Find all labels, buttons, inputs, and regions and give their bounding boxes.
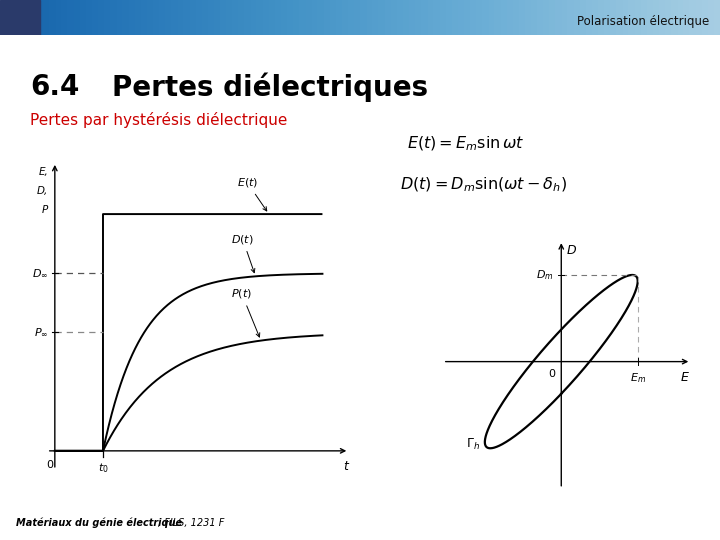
Text: $D(t) = D_m \sin(\omega t - \delta_h)$: $D(t) = D_m \sin(\omega t - \delta_h)$ — [400, 176, 567, 194]
Text: $E(t) = E_m \sin \omega t$: $E(t) = E_m \sin \omega t$ — [407, 135, 524, 153]
Text: $P_\infty$: $P_\infty$ — [34, 327, 48, 339]
Text: $D_m$: $D_m$ — [536, 268, 554, 282]
Text: $t_0$: $t_0$ — [98, 462, 109, 475]
Text: 0: 0 — [548, 368, 555, 379]
Text: $E_m$: $E_m$ — [630, 371, 646, 384]
Text: 6.4: 6.4 — [30, 73, 80, 101]
Text: 0: 0 — [46, 460, 53, 470]
Text: E,: E, — [38, 167, 48, 177]
Text: $P(t)$: $P(t)$ — [231, 287, 260, 337]
Text: P: P — [42, 205, 48, 214]
Text: Matériaux du génie électrique: Matériaux du génie électrique — [16, 518, 182, 528]
Text: $t$: $t$ — [343, 460, 350, 474]
Text: $E(t)$: $E(t)$ — [237, 176, 266, 211]
Text: Polarisation électrique: Polarisation électrique — [577, 15, 709, 28]
Text: $\Gamma_h$: $\Gamma_h$ — [467, 437, 480, 453]
Text: $D(t)$: $D(t)$ — [231, 233, 255, 273]
Text: $D_\infty$: $D_\infty$ — [32, 267, 48, 279]
Text: D,: D, — [37, 186, 48, 195]
Bar — [0, 0, 40, 35]
Text: , FILS, 1231 F: , FILS, 1231 F — [158, 518, 225, 528]
Text: $D$: $D$ — [566, 244, 577, 256]
Text: $E$: $E$ — [680, 371, 690, 384]
Text: Pertes diélectriques: Pertes diélectriques — [112, 73, 428, 103]
Text: Pertes par hystérésis diélectrique: Pertes par hystérésis diélectrique — [30, 112, 287, 128]
